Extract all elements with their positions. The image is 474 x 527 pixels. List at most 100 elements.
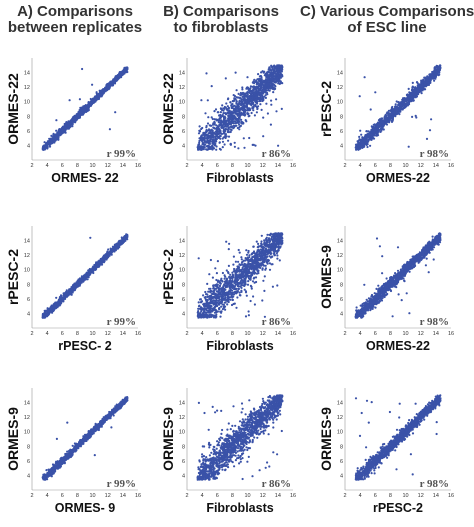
data-point [249,87,252,90]
data-point [377,119,381,122]
data-point [268,82,271,86]
y-tick-label: 12 [24,85,30,91]
data-point [101,88,104,91]
data-point [264,96,267,99]
data-point [232,114,235,117]
y-tick-label: 4 [182,143,185,149]
data-point [375,131,379,134]
data-point [214,130,218,133]
data-point [204,131,207,134]
correlation-label: r 86% [262,148,291,160]
data-point [102,92,105,95]
data-point [50,139,53,142]
data-point [400,101,403,104]
data-point [246,112,249,115]
data-point [57,136,60,139]
data-point [388,113,392,116]
data-point [250,111,253,115]
data-point [357,140,360,143]
scatter-panel-c1: 2 4 6 8 10 12 14 16 4 6 8 10 12 14 r 98% ORMES-22 rPESC-… [313,50,463,195]
data-point [424,85,427,88]
data-point [370,138,373,141]
data-point [94,97,97,100]
column-header-c: C) Various Comparisons of ESC line [300,4,474,36]
data-point [108,128,111,131]
data-point [62,125,65,128]
data-point [58,134,61,137]
data-point [390,111,393,114]
data-point [366,141,369,144]
data-point [67,125,70,128]
data-point [211,129,214,132]
data-point [214,135,217,138]
data-point [212,126,216,129]
data-point [218,141,221,144]
data-point [253,93,256,96]
data-point [424,76,427,79]
data-point [434,68,437,71]
data-point [271,79,274,82]
data-point [45,145,48,148]
data-point [211,138,214,141]
data-point [110,80,113,83]
data-point [247,115,250,118]
data-point [251,106,254,109]
data-point [75,118,78,121]
data-point [232,94,235,97]
data-point [357,142,360,145]
data-point [255,111,258,114]
data-point [281,82,284,85]
scatter-panel-b1: 2 4 6 8 10 12 14 16 4 6 8 10 12 14 r 86% Fibroblasts ORM… [155,50,305,195]
data-point [244,109,247,112]
data-point [50,134,53,137]
data-point [219,131,222,135]
data-point [417,87,420,90]
data-point [410,98,413,101]
data-point [264,81,267,84]
x-tick-label: 6 [61,163,64,169]
data-point [233,141,236,144]
data-point [410,89,414,92]
data-point [221,146,224,149]
data-point [249,108,252,112]
data-point [265,73,269,76]
data-point [262,85,265,88]
column-header-c-line2: of ESC line [347,19,427,36]
data-point [420,89,423,92]
data-point [224,130,227,133]
data-point [366,145,369,149]
data-point [85,105,88,108]
data-point [237,114,240,117]
data-point [223,123,226,126]
data-point [214,132,217,135]
data-point [265,84,268,87]
data-point [235,102,238,105]
data-point [413,91,416,94]
data-point [197,132,201,135]
data-point [262,90,265,93]
x-tick-label: 4 [46,163,49,169]
column-header-a-line2: between replicates [7,19,143,36]
data-point [258,89,261,92]
data-point [438,66,441,69]
data-point [204,112,207,115]
data-point [106,84,109,87]
data-point [279,75,282,78]
data-point [271,68,274,71]
data-point [374,134,377,137]
data-point [251,143,254,146]
data-point [227,120,230,123]
scatter-panel-a1: 2 4 6 8 10 12 14 16 4 6 8 10 12 14 r 99% ORMES- 22 ORMES… [0,50,150,195]
data-point [87,105,90,108]
x-tick-label: 12 [105,331,111,337]
data-point [264,78,268,81]
data-point [414,86,417,89]
data-point [233,97,236,100]
y-tick-label: 8 [182,114,185,120]
data-point [421,85,424,88]
data-point [253,78,256,81]
data-point [243,112,246,115]
data-point [71,120,74,124]
data-point [241,88,244,91]
